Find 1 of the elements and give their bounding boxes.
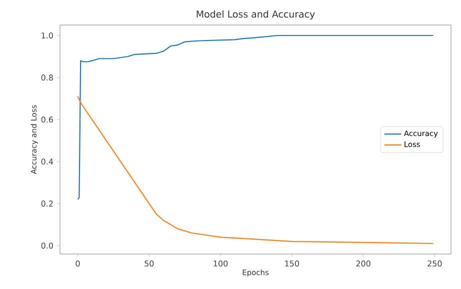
chart-title: Model Loss and Accuracy — [196, 10, 315, 20]
